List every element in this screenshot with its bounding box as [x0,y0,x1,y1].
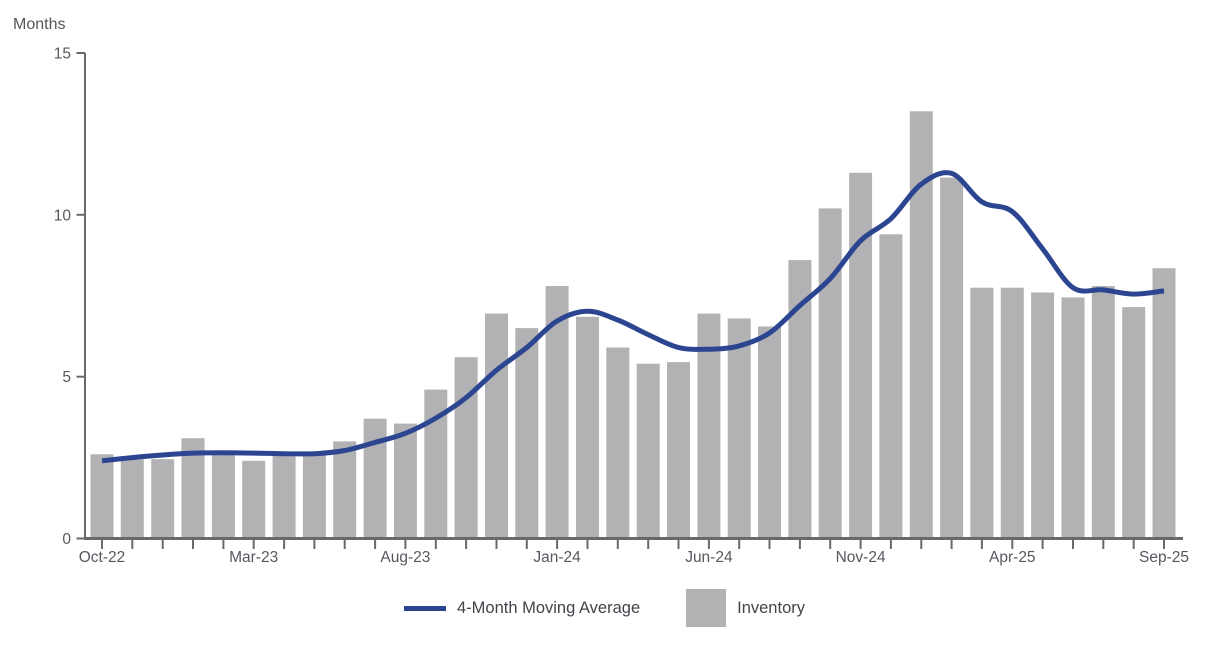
bar-Apr-24 [636,363,660,540]
inventory-bar-swatch-icon [686,589,727,627]
moving-average-line-swatch-icon [403,605,446,611]
y-tick-label-5: 5 [62,369,71,386]
bar-Sep-25 [1152,268,1176,540]
bar-Jan-25 [909,111,933,540]
y-axis-title: Months [13,16,65,33]
x-tick-label-Aug-23: Aug-23 [380,549,430,566]
x-tick-label-Nov-24: Nov-24 [836,549,886,566]
x-tick-label-Sep-25: Sep-25 [1139,549,1189,566]
bar-May-24 [667,362,690,540]
bar-Feb-23 [211,454,235,540]
bar-Nov-24 [849,172,873,540]
bar-Feb-25 [940,177,964,540]
bar-Apr-23 [272,454,296,540]
bar-Sep-23 [424,389,448,540]
bar-Mar-24 [606,347,630,540]
bar-May-25 [1031,292,1055,540]
bar-Jun-24 [697,313,721,540]
bar-Jul-23 [363,418,387,540]
bar-Oct-22 [90,454,114,540]
bar-Dec-24 [879,234,903,540]
bar-Oct-23 [454,357,478,540]
legend-item-moving-average: 4-Month Moving Average [403,598,641,618]
bar-Nov-23 [485,313,508,540]
bar-Dec-22 [151,459,175,540]
legend-label-inventory: Inventory [737,598,805,617]
x-tick-label-Oct-22: Oct-22 [79,549,126,566]
moving-average-line [101,170,1165,464]
chart-legend: 4-Month Moving Average Inventory [0,589,1209,627]
x-tick-label-Jun-24: Jun-24 [685,549,733,566]
legend-label-moving-average: 4-Month Moving Average [456,598,641,617]
bar-Aug-24 [758,326,781,540]
x-tick-label-Apr-25: Apr-25 [989,549,1036,566]
bar-Aug-23 [393,423,417,540]
bar-Jan-23 [181,438,205,540]
legend-item-inventory: Inventory [686,589,805,627]
bar-Jun-23 [333,441,357,540]
bar-Mar-25 [970,287,994,540]
bar-Sep-24 [788,260,812,540]
bar-Nov-22 [120,459,144,540]
bar-Mar-23 [242,460,266,540]
bar-Apr-25 [1000,287,1024,540]
bar-Oct-24 [818,208,842,540]
y-tick-label-15: 15 [54,46,71,63]
bar-Aug-25 [1122,307,1146,540]
bar-Feb-24 [576,316,599,540]
bar-Jul-24 [727,318,751,540]
x-tick-label-Mar-23: Mar-23 [229,549,278,566]
bar-Jul-25 [1091,286,1115,540]
x-tick-label-Jan-24: Jan-24 [533,549,581,566]
bar-May-23 [302,454,326,540]
bar-Jun-25 [1061,297,1085,540]
plot-area: Oct-22 Mar-23 Aug-23 Jan-24 Jun-24 Nov-24 Apr-… [54,46,1189,567]
y-tick-label-0: 0 [62,531,71,548]
bar-Jan-24 [545,286,569,540]
bar-Dec-23 [515,328,539,540]
y-tick-label-10: 10 [54,207,72,224]
